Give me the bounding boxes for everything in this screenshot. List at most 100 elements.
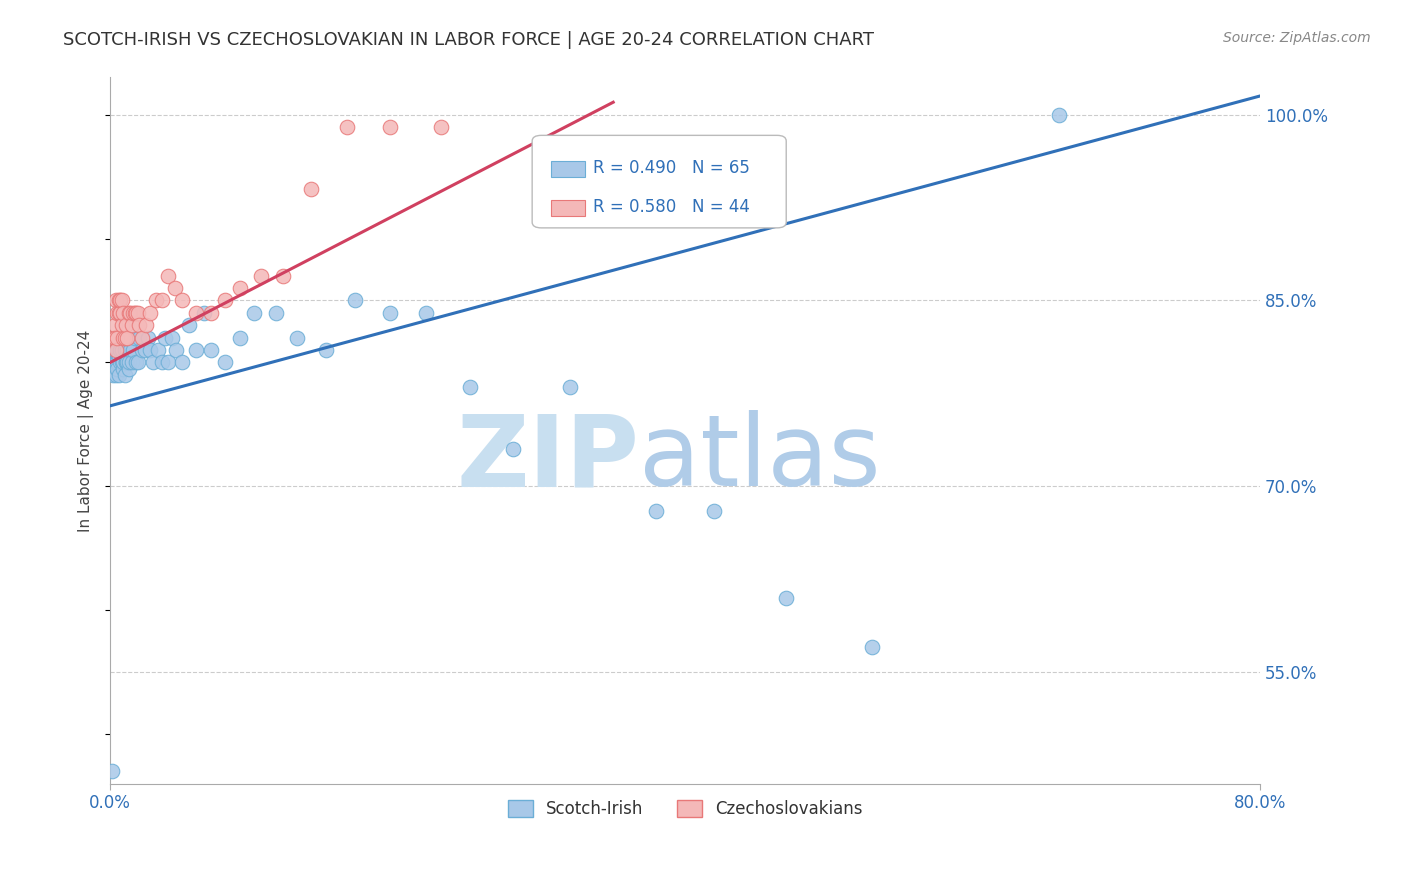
Point [380,120,402,134]
Point [108,306,131,320]
Point [502,442,524,457]
Point [120,306,142,320]
Point [114,368,136,382]
Point [150,355,173,369]
Point [118,355,141,369]
Point [111,318,134,333]
Point [125,355,148,369]
Point [108,349,131,363]
Point [299,182,322,196]
Point [127,355,149,369]
Point [117,331,139,345]
Point [135,318,157,333]
Point [103,343,125,357]
Point [115,355,138,369]
Point [139,306,162,320]
Point [380,306,402,320]
Point [146,343,169,357]
Text: SCOTCH-IRISH VS CZECHOSLOVAKIAN IN LABOR FORCE | AGE 20-24 CORRELATION CHART: SCOTCH-IRISH VS CZECHOSLOVAKIAN IN LABOR… [63,31,875,49]
Point [107,306,129,320]
Point [118,361,141,376]
Point [228,331,250,345]
Point [121,318,143,333]
Point [114,343,136,357]
Legend: Scotch-Irish, Czechoslovakians: Scotch-Irish, Czechoslovakians [501,793,869,825]
Point [112,306,135,320]
Point [142,355,165,369]
Point [112,331,135,345]
Y-axis label: In Labor Force | Age 20-24: In Labor Force | Age 20-24 [79,329,94,532]
Point [120,343,142,357]
Point [228,281,250,295]
Point [160,331,183,345]
Point [172,355,194,369]
Point [107,361,129,376]
Point [1047,107,1070,121]
Point [118,306,141,320]
FancyBboxPatch shape [531,136,786,227]
Point [458,380,481,394]
Point [108,368,131,382]
Point [214,293,236,308]
Point [315,343,337,357]
Point [104,368,127,382]
FancyBboxPatch shape [551,161,585,177]
Point [110,306,132,320]
Text: Source: ZipAtlas.com: Source: ZipAtlas.com [1223,31,1371,45]
Point [186,306,208,320]
Point [111,293,134,308]
Point [134,343,156,357]
Point [104,355,127,369]
Point [139,343,162,357]
Point [117,343,139,357]
Point [114,331,136,345]
Point [343,293,366,308]
Point [101,331,124,345]
Point [104,343,127,357]
Point [193,306,215,320]
Point [122,306,145,320]
Point [200,306,222,320]
Point [103,318,125,333]
Point [117,355,139,369]
Point [172,293,194,308]
Point [107,355,129,369]
Text: atlas: atlas [640,410,880,508]
Point [111,355,134,369]
Point [336,120,359,134]
Point [243,306,266,320]
Point [110,355,132,369]
Point [107,331,129,345]
Point [101,368,124,382]
Point [110,343,132,357]
Point [115,355,138,369]
Point [103,355,125,369]
Point [150,293,173,308]
Point [558,380,581,394]
Point [703,504,725,518]
Point [415,306,437,320]
Point [156,355,179,369]
Point [153,331,176,345]
Point [115,318,138,333]
Text: R = 0.580   N = 44: R = 0.580 N = 44 [593,198,749,216]
FancyBboxPatch shape [551,201,585,216]
Point [645,504,668,518]
Point [179,318,201,333]
Point [124,331,146,345]
Point [163,281,186,295]
Point [250,268,273,283]
Point [860,640,883,655]
Point [271,268,294,283]
Point [107,343,129,357]
Point [108,293,131,308]
Point [104,293,127,308]
Point [136,331,159,345]
Point [186,343,208,357]
Point [775,591,797,605]
Point [125,306,148,320]
Point [100,764,122,779]
Text: ZIP: ZIP [456,410,640,508]
Point [103,331,125,345]
Point [285,331,308,345]
